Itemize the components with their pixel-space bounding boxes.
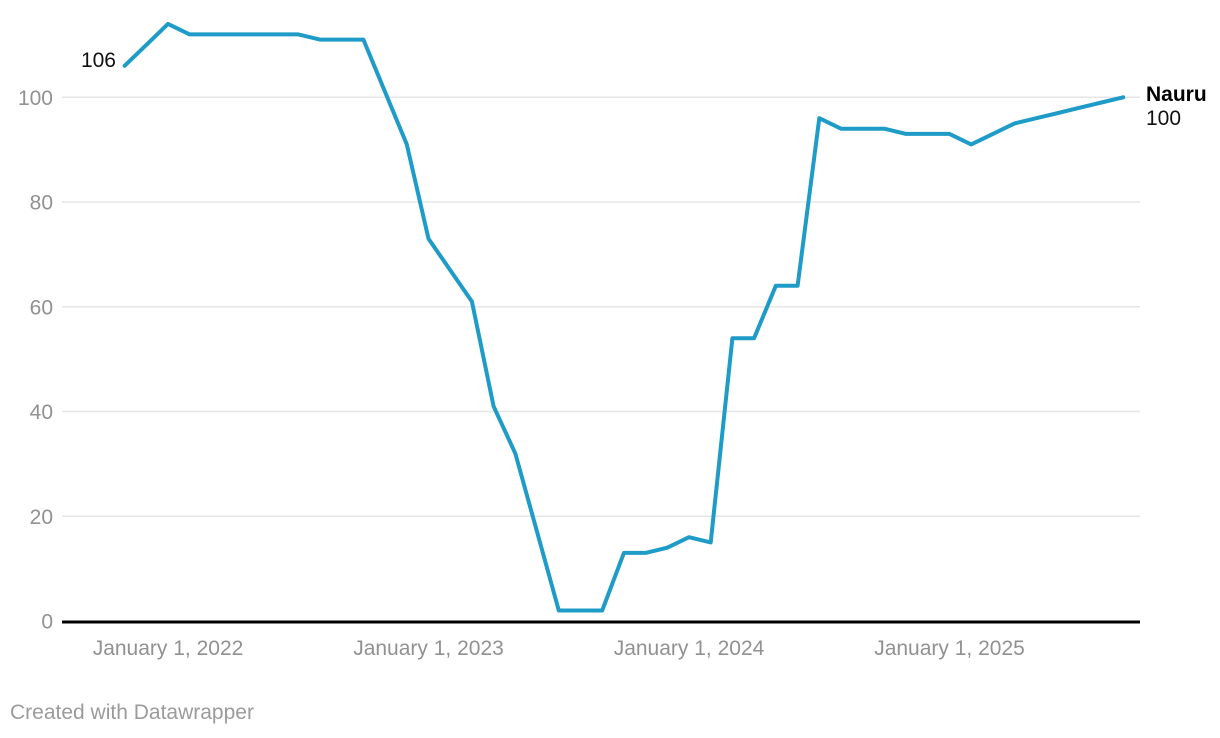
x-tick-label: January 1, 2024 [614,637,765,660]
series-name-label: Nauru [1146,83,1207,106]
series-line-nauru [122,21,1126,613]
series-start-value-label: 106 [80,49,116,72]
y-tick-label: 40 [30,401,53,424]
x-tick-label: January 1, 2023 [353,637,504,660]
y-tick-label: 100 [18,87,53,110]
attribution-footer: Created with Datawrapper [10,701,254,724]
y-tick-label: 60 [30,296,53,319]
x-tick-label: January 1, 2025 [874,637,1025,660]
y-tick-label: 20 [30,506,53,529]
y-tick-label: 80 [30,192,53,215]
series-end-value-label: 100 [1146,107,1182,130]
y-tick-label: 0 [41,611,53,634]
x-tick-label: January 1, 2022 [93,637,244,660]
